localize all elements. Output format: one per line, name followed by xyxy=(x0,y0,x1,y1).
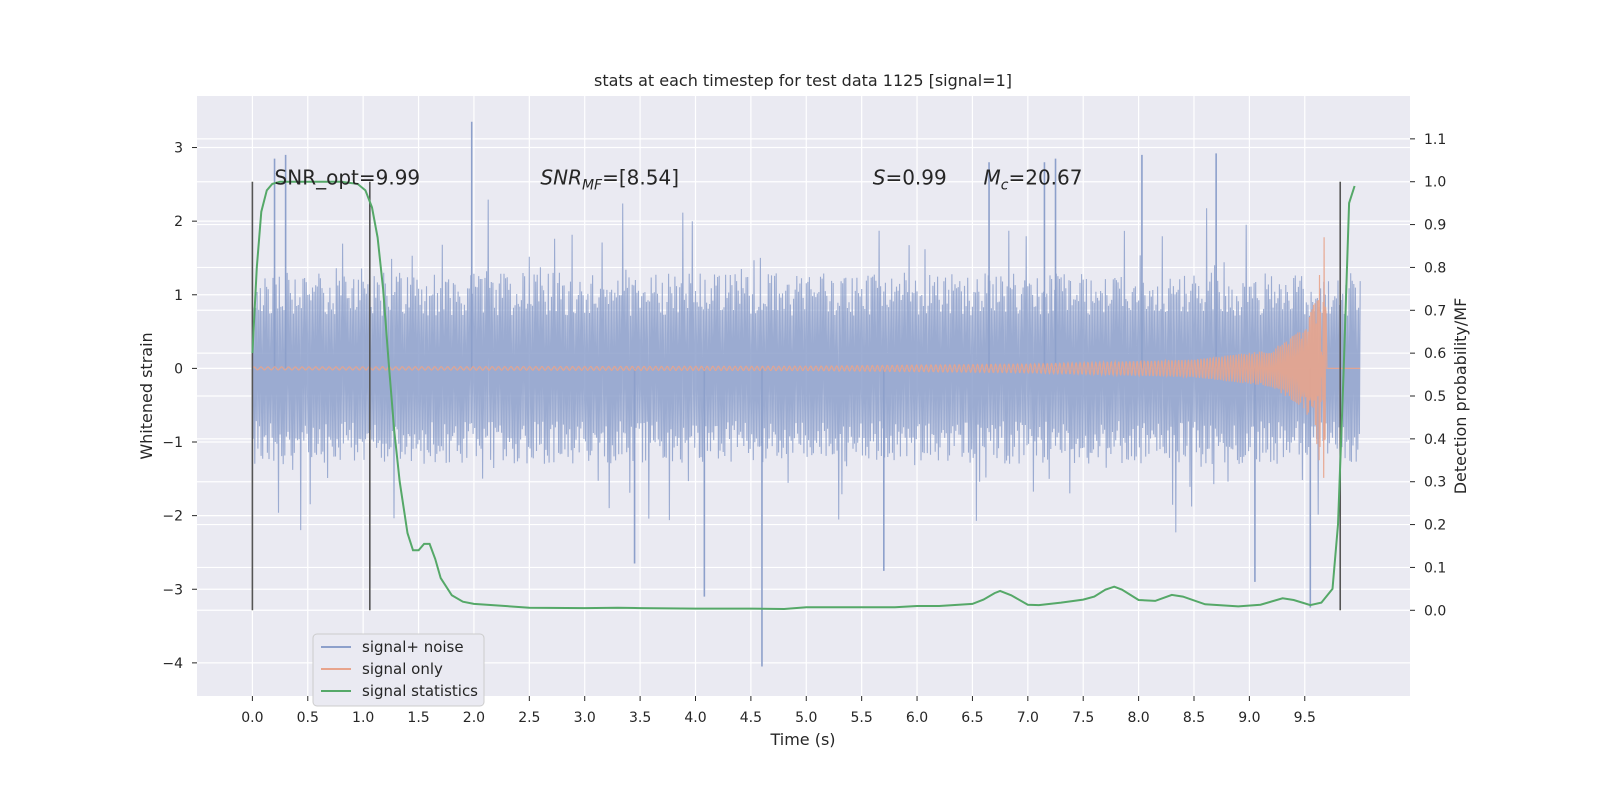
chart-title: stats at each timestep for test data 112… xyxy=(594,71,1012,90)
x-tick-label: 1.0 xyxy=(352,710,374,726)
x-tick-label: 1.5 xyxy=(407,710,429,726)
x-tick-label: 7.5 xyxy=(1072,710,1094,726)
y-tick-label-right: 0.7 xyxy=(1424,303,1446,319)
x-tick-label: 7.0 xyxy=(1017,710,1039,726)
y-tick-label-right: 0.8 xyxy=(1424,260,1446,276)
y-axis-left-label: Whitened strain xyxy=(137,332,156,459)
y-tick-label-right: 0.1 xyxy=(1424,560,1446,576)
x-tick-label: 5.5 xyxy=(851,710,873,726)
vertical-markers xyxy=(251,181,1342,611)
y-tick-label-left: 3 xyxy=(174,141,183,157)
y-axis-right-label: Detection probability/MF xyxy=(1451,298,1470,495)
y-tick-label-right: 0.4 xyxy=(1424,432,1446,448)
x-axis-ticks: 0.0 0.5 1.0 1.5 2.0 2.5 3.0 3.5 4.0 4.5 5.0 5.5 6.0 6… xyxy=(241,696,1316,726)
x-tick-label: 5.0 xyxy=(795,710,817,726)
x-tick-label: 0.0 xyxy=(241,710,263,726)
annotation-1: SNRMF=[8.54] xyxy=(540,165,679,193)
x-tick-label: 2.0 xyxy=(463,710,485,726)
y-axis-right-ticks: 0.0 0.1 0.2 0.3 0.4 0.5 0.6 0.7 0.8 0.9 1.0 1.1 xyxy=(1410,132,1446,619)
x-tick-label: 2.5 xyxy=(518,710,540,726)
y-tick-label-left: 1 xyxy=(174,288,183,304)
annotations: SNR_opt=9.99 SNRMF=[8.54] S=0.99 Mc=20.67 xyxy=(275,165,1083,193)
y-tick-label-right: 0.3 xyxy=(1424,475,1446,491)
y-tick-label-right: 0.6 xyxy=(1424,346,1446,362)
annotation-0: SNR_opt=9.99 xyxy=(275,165,421,189)
y-tick-label-left: 2 xyxy=(174,214,183,230)
y-tick-label-left: −2 xyxy=(162,509,183,525)
x-axis-label: Time (s) xyxy=(769,730,835,749)
x-tick-label: 8.0 xyxy=(1127,710,1149,726)
x-tick-label: 6.5 xyxy=(961,710,983,726)
legend-label-signal-only: signal only xyxy=(362,660,443,678)
x-tick-label: 3.0 xyxy=(574,710,596,726)
y-tick-label-right: 0.9 xyxy=(1424,218,1446,234)
y-tick-label-right: 0.5 xyxy=(1424,389,1446,405)
x-tick-label: 0.5 xyxy=(297,710,319,726)
series-signal-statistics xyxy=(251,180,1356,611)
y-tick-label-left: 0 xyxy=(174,361,183,377)
y-tick-label-right: 0.0 xyxy=(1424,603,1446,619)
x-tick-label: 8.5 xyxy=(1183,710,1205,726)
y-tick-label-left: −4 xyxy=(162,656,183,672)
y-tick-label-left: −1 xyxy=(162,435,183,451)
y-tick-label-right: 0.2 xyxy=(1424,518,1446,534)
y-tick-label-right: 1.0 xyxy=(1424,175,1446,191)
legend-box xyxy=(312,633,485,707)
y-tick-label-right: 1.1 xyxy=(1424,132,1446,148)
annotation-3: Mc=20.67 xyxy=(984,165,1083,193)
legend: signal+ noise signal only signal statist… xyxy=(312,633,485,707)
x-tick-label: 9.0 xyxy=(1238,710,1260,726)
series-signal-only xyxy=(251,237,1361,478)
signal-only-line xyxy=(251,237,1361,478)
x-tick-label: 9.5 xyxy=(1294,710,1316,726)
x-tick-label: 4.5 xyxy=(740,710,762,726)
signal-statistics-line xyxy=(251,180,1356,611)
x-tick-label: 6.0 xyxy=(906,710,928,726)
annotation-2: S=0.99 xyxy=(873,165,947,189)
y-tick-label-left: −3 xyxy=(162,582,183,598)
signal-noise-line xyxy=(251,199,1361,533)
series-signal-noise xyxy=(251,121,1361,667)
legend-label-signal-statistics: signal statistics xyxy=(362,682,478,700)
x-tick-label: 3.5 xyxy=(629,710,651,726)
y-axis-left-ticks: −4 −3 −2 −1 0 1 2 3 xyxy=(162,141,197,672)
x-tick-label: 4.0 xyxy=(684,710,706,726)
legend-label-signal-noise: signal+ noise xyxy=(362,638,464,656)
